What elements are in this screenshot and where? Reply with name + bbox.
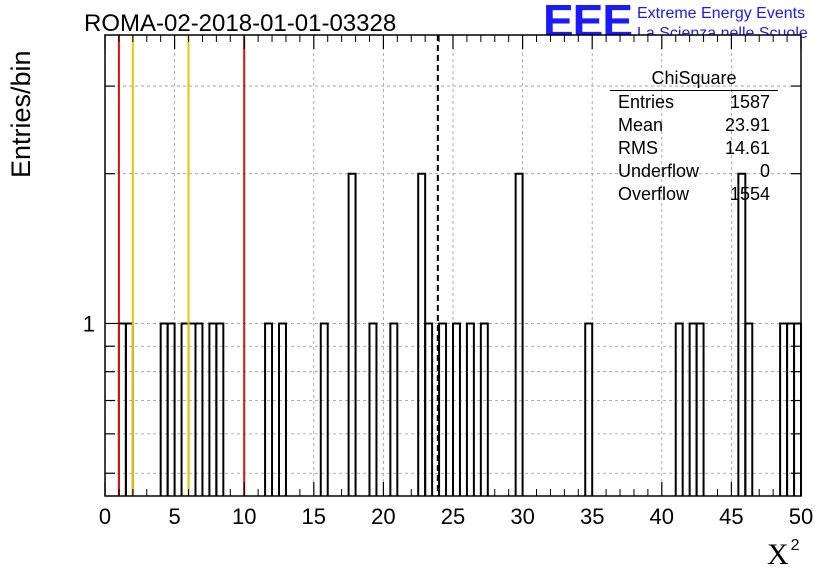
histogram-bin bbox=[194, 322, 204, 496]
histogram-bin bbox=[465, 322, 475, 496]
x-tick-label: 30 bbox=[510, 504, 534, 529]
x-tick-label: 45 bbox=[719, 504, 743, 529]
x-axis-label-superscript: 2 bbox=[790, 537, 800, 554]
x-tick-label: 10 bbox=[232, 504, 256, 529]
x-tick-label: 50 bbox=[789, 504, 813, 529]
stat-value: 14.61 bbox=[724, 138, 770, 158]
histogram-bin bbox=[479, 322, 489, 496]
histogram-bin bbox=[674, 322, 684, 496]
histogram-bin bbox=[389, 322, 399, 496]
stat-value: 1587 bbox=[729, 92, 770, 112]
x-tick-label: 25 bbox=[441, 504, 465, 529]
stat-value: 1554 bbox=[729, 184, 770, 204]
x-tick-label: 5 bbox=[168, 504, 180, 529]
x-axis-label-main: X bbox=[767, 538, 789, 571]
logo-line-1: Extreme Energy Events bbox=[637, 5, 806, 22]
histogram-bin bbox=[584, 322, 594, 496]
x-tick-label: 35 bbox=[580, 504, 604, 529]
stat-row-entries: Entries 1587 bbox=[610, 91, 778, 114]
x-tick-label: 40 bbox=[650, 504, 674, 529]
histogram-bin bbox=[695, 322, 705, 496]
histogram-bin bbox=[368, 322, 378, 496]
stat-label: Underflow bbox=[618, 161, 700, 181]
stat-row-rms: RMS 14.61 bbox=[610, 137, 778, 160]
histogram-bin bbox=[452, 322, 461, 496]
x-tick-label: 15 bbox=[302, 504, 326, 529]
y-tick-label: 1 bbox=[83, 311, 95, 336]
histogram-bin bbox=[424, 322, 434, 496]
histogram-bin bbox=[278, 322, 287, 496]
stat-row-underflow: Underflow 0 bbox=[610, 160, 778, 183]
stat-row-overflow: Overflow 1554 bbox=[610, 183, 778, 206]
stats-title: ChiSquare bbox=[610, 68, 778, 91]
x-tick-label: 20 bbox=[371, 504, 395, 529]
stat-label: Overflow bbox=[618, 184, 690, 204]
stat-row-mean: Mean 23.91 bbox=[610, 114, 778, 137]
histogram-bin bbox=[166, 322, 176, 496]
stat-label: Mean bbox=[618, 115, 664, 135]
stat-value: 0 bbox=[759, 161, 770, 181]
stat-label: Entries bbox=[618, 92, 675, 112]
run-title: ROMA-02-2018-01-01-03328 bbox=[84, 10, 397, 37]
histogram-bin bbox=[438, 322, 448, 496]
stats-box: ChiSquare Entries 1587 Mean 23.91 RMS 14.61… bbox=[610, 68, 778, 206]
x-tick-label: 0 bbox=[99, 504, 111, 529]
histogram-bin bbox=[264, 322, 274, 496]
histogram-bin bbox=[319, 322, 329, 496]
histogram-bin bbox=[215, 322, 225, 496]
histogram-bin bbox=[347, 172, 357, 496]
stat-value: 23.91 bbox=[724, 115, 770, 135]
stat-label: RMS bbox=[618, 138, 658, 158]
histogram-bin bbox=[514, 172, 524, 496]
histogram-bin bbox=[744, 322, 754, 496]
